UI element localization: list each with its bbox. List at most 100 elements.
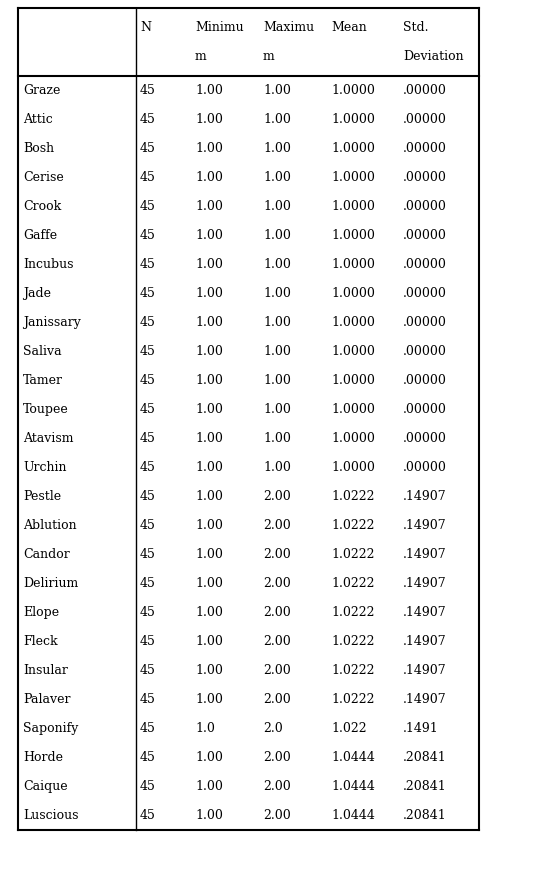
Text: 1.00: 1.00 [195, 229, 223, 242]
Text: 45: 45 [140, 84, 156, 97]
Text: Gaffe: Gaffe [23, 229, 57, 242]
Text: 1.00: 1.00 [195, 751, 223, 764]
Text: 1.0444: 1.0444 [331, 780, 375, 793]
Text: .00000: .00000 [403, 374, 447, 387]
Text: 1.00: 1.00 [263, 113, 291, 126]
Text: 2.00: 2.00 [263, 635, 291, 648]
Text: 1.0000: 1.0000 [331, 113, 375, 126]
Text: 1.00: 1.00 [263, 403, 291, 416]
Text: Tamer: Tamer [23, 374, 63, 387]
Text: 1.00: 1.00 [195, 171, 223, 184]
Text: 1.00: 1.00 [263, 287, 291, 300]
Text: 1.00: 1.00 [263, 200, 291, 213]
Text: 45: 45 [140, 664, 156, 677]
Text: 2.0: 2.0 [263, 722, 283, 735]
Text: 1.0000: 1.0000 [331, 432, 375, 445]
Text: 2.00: 2.00 [263, 548, 291, 561]
Text: Maximu: Maximu [263, 20, 314, 34]
Text: Elope: Elope [23, 606, 59, 619]
Text: 45: 45 [140, 606, 156, 619]
Text: 2.00: 2.00 [263, 751, 291, 764]
Text: 1.0222: 1.0222 [331, 519, 374, 532]
Text: 45: 45 [140, 345, 156, 358]
Text: 45: 45 [140, 229, 156, 242]
Text: Caique: Caique [23, 780, 68, 793]
Text: 2.00: 2.00 [263, 780, 291, 793]
Text: .00000: .00000 [403, 461, 447, 474]
Text: 1.00: 1.00 [263, 142, 291, 155]
Text: .20841: .20841 [403, 809, 447, 822]
Text: 1.0000: 1.0000 [331, 316, 375, 329]
Text: 45: 45 [140, 171, 156, 184]
Text: Fleck: Fleck [23, 635, 58, 648]
Text: .00000: .00000 [403, 113, 447, 126]
Text: 45: 45 [140, 548, 156, 561]
Text: 1.0222: 1.0222 [331, 664, 374, 677]
Text: 1.00: 1.00 [195, 316, 223, 329]
Text: .14907: .14907 [403, 693, 447, 706]
Text: 1.00: 1.00 [195, 461, 223, 474]
Text: 1.00: 1.00 [263, 171, 291, 184]
Text: 45: 45 [140, 200, 156, 213]
Text: .20841: .20841 [403, 751, 447, 764]
Text: 1.0444: 1.0444 [331, 809, 375, 822]
Text: 1.00: 1.00 [195, 490, 223, 503]
Text: 1.00: 1.00 [195, 519, 223, 532]
Text: .14907: .14907 [403, 548, 447, 561]
Text: 1.00: 1.00 [195, 809, 223, 822]
Text: .00000: .00000 [403, 200, 447, 213]
Text: 1.00: 1.00 [263, 84, 291, 97]
Text: 2.00: 2.00 [263, 606, 291, 619]
Text: 45: 45 [140, 432, 156, 445]
Text: 1.00: 1.00 [195, 548, 223, 561]
Text: 45: 45 [140, 316, 156, 329]
Text: 45: 45 [140, 751, 156, 764]
Text: Ablution: Ablution [23, 519, 77, 532]
Text: 1.00: 1.00 [195, 113, 223, 126]
Text: 1.00: 1.00 [195, 287, 223, 300]
Text: 45: 45 [140, 403, 156, 416]
Text: 45: 45 [140, 635, 156, 648]
Text: 1.00: 1.00 [263, 432, 291, 445]
Text: 1.0222: 1.0222 [331, 693, 374, 706]
Text: .00000: .00000 [403, 84, 447, 97]
Text: 45: 45 [140, 693, 156, 706]
Text: Minimu: Minimu [195, 20, 243, 34]
Text: 1.00: 1.00 [195, 142, 223, 155]
Text: 45: 45 [140, 374, 156, 387]
Text: 1.0000: 1.0000 [331, 258, 375, 271]
Text: 45: 45 [140, 809, 156, 822]
Text: .00000: .00000 [403, 345, 447, 358]
Text: Luscious: Luscious [23, 809, 78, 822]
Text: m: m [195, 51, 207, 63]
Text: 2.00: 2.00 [263, 693, 291, 706]
Text: Deviation: Deviation [403, 51, 464, 63]
Text: Atavism: Atavism [23, 432, 74, 445]
Text: .14907: .14907 [403, 635, 447, 648]
Text: 45: 45 [140, 142, 156, 155]
Text: 1.0000: 1.0000 [331, 84, 375, 97]
Text: .20841: .20841 [403, 780, 447, 793]
Text: .14907: .14907 [403, 577, 447, 590]
Text: .00000: .00000 [403, 316, 447, 329]
Text: Delirium: Delirium [23, 577, 78, 590]
Text: 1.0000: 1.0000 [331, 461, 375, 474]
Text: Saliva: Saliva [23, 345, 62, 358]
Text: 1.00: 1.00 [195, 693, 223, 706]
Text: 45: 45 [140, 461, 156, 474]
Text: Crook: Crook [23, 200, 61, 213]
Text: m: m [263, 51, 275, 63]
Text: 1.0222: 1.0222 [331, 577, 374, 590]
Text: 1.0000: 1.0000 [331, 171, 375, 184]
Text: 1.00: 1.00 [195, 780, 223, 793]
Text: Toupee: Toupee [23, 403, 69, 416]
Text: Urchin: Urchin [23, 461, 67, 474]
Text: 2.00: 2.00 [263, 490, 291, 503]
Text: 2.00: 2.00 [263, 519, 291, 532]
Text: .14907: .14907 [403, 606, 447, 619]
Text: Cerise: Cerise [23, 171, 64, 184]
Text: 1.0000: 1.0000 [331, 374, 375, 387]
Text: .00000: .00000 [403, 142, 447, 155]
Text: Saponify: Saponify [23, 722, 78, 735]
Text: 1.0000: 1.0000 [331, 403, 375, 416]
